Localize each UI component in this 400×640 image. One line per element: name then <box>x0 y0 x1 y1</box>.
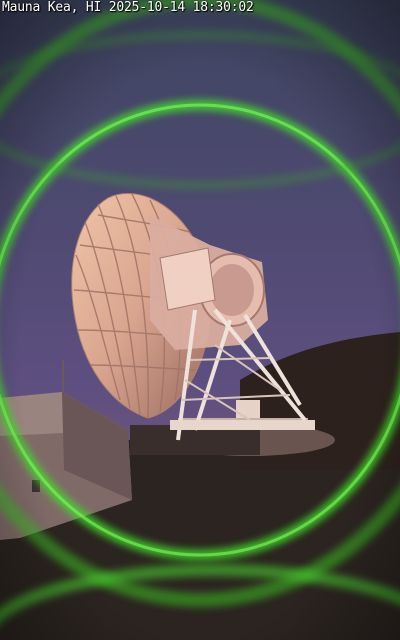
camera-timestamp: Mauna Kea, HI 2025-10-14 18:30:02 <box>2 0 254 15</box>
